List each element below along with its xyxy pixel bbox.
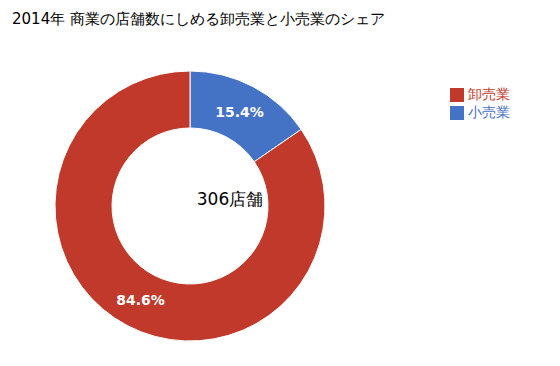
html-text:小売業: 小売業	[468, 104, 510, 120]
html-text:2014年 商業の店舗数にしめる卸売業と小売業のシェア: 2014年 商業の店舗数にしめる卸売業と小売業のシェア	[12, 10, 385, 28]
html-text:卸売業: 卸売業	[468, 86, 510, 102]
svg-text:306店舗: 306店舗	[197, 189, 263, 209]
svg-text:15.4%: 15.4%	[215, 104, 264, 120]
svg-text:84.6%: 84.6%	[116, 292, 165, 308]
